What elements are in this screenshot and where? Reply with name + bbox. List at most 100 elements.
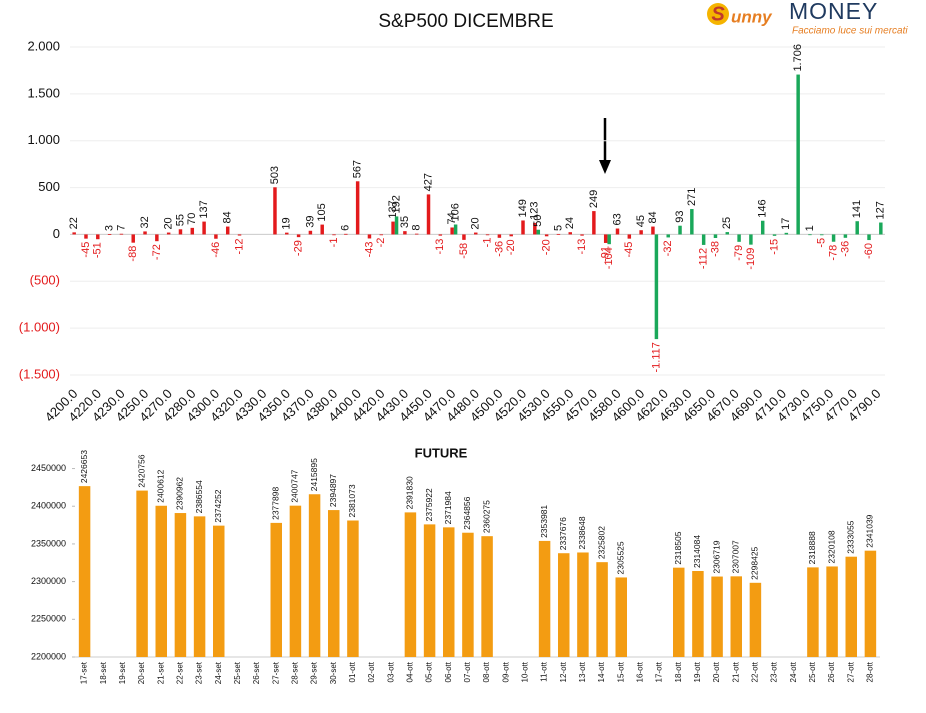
data-label: 2353981: [539, 505, 549, 538]
data-label: 427: [422, 173, 434, 191]
data-label: -45: [80, 242, 92, 258]
x-tick-label: 24-ott: [789, 661, 798, 682]
data-label: -36: [493, 241, 505, 257]
data-label: -38: [709, 241, 721, 257]
bar: [166, 232, 171, 235]
bar: [711, 576, 723, 657]
data-label: 19: [281, 217, 293, 229]
data-label: -109: [745, 248, 757, 270]
bar: [558, 553, 570, 657]
data-label: 2325802: [596, 526, 606, 559]
data-label: 8: [411, 225, 423, 231]
bar: [474, 232, 478, 235]
logo: S unny MONEY Facciamo luce sui mercati: [707, 0, 908, 37]
bar: [497, 234, 502, 238]
bar: [485, 234, 490, 236]
x-tick-label: 27-set: [271, 661, 280, 684]
data-label: 93: [674, 210, 686, 222]
x-tick-label: 02-ott: [367, 661, 376, 682]
x-tick-label: 23-ott: [770, 661, 779, 682]
data-label: -32: [662, 240, 674, 256]
data-label: 45: [635, 215, 647, 227]
data-label: -20: [505, 239, 517, 255]
y-tick-label: (1.000): [19, 320, 60, 335]
data-label: -5: [816, 238, 828, 248]
bar: [237, 234, 242, 236]
bar: [202, 221, 206, 235]
data-label: 2426653: [79, 450, 89, 483]
bar: [214, 234, 218, 239]
data-label: 39: [304, 216, 316, 228]
data-label: 137: [198, 200, 210, 218]
x-tick-label: 29-set: [310, 661, 319, 684]
bar: [730, 576, 742, 657]
data-label: 32: [139, 216, 151, 228]
x-tick-label: 24-set: [214, 661, 223, 684]
bar: [533, 222, 537, 235]
data-label: 24: [564, 217, 576, 229]
y-tick-label: 2400000: [31, 501, 66, 511]
bar: [666, 234, 670, 238]
x-tick-label: 11-ott: [540, 661, 549, 682]
x-tick-label: 25-set: [233, 661, 242, 684]
bar: [450, 227, 454, 235]
data-label: 6: [340, 225, 352, 231]
data-label: 84: [222, 211, 234, 223]
data-label: -29: [292, 240, 304, 256]
data-label: -1: [328, 238, 340, 248]
bar: [615, 228, 620, 235]
x-tick-label: 03-ott: [386, 661, 395, 682]
y-tick-label: 2200000: [31, 651, 66, 661]
data-label: 17: [780, 218, 792, 230]
bar: [178, 229, 183, 235]
data-label: 55: [174, 214, 186, 226]
y-tick-label: (500): [30, 273, 60, 288]
data-label: 2341039: [865, 514, 875, 547]
bar: [544, 234, 549, 237]
bar: [592, 211, 596, 235]
data-label: 1: [804, 225, 816, 231]
data-label: 50: [532, 214, 544, 226]
y-tick-label: 500: [38, 179, 60, 194]
data-label: 106: [450, 203, 462, 221]
data-label: -12: [233, 239, 245, 255]
data-label: -45: [623, 242, 635, 258]
bar: [296, 234, 301, 238]
bar: [270, 522, 282, 657]
data-label: 2375922: [424, 488, 434, 521]
bar: [521, 220, 525, 235]
bar: [556, 233, 561, 235]
x-tick-label: 21-ott: [731, 661, 740, 682]
data-label: -36: [839, 241, 851, 257]
data-label: 567: [352, 160, 364, 178]
data-label: 2394897: [328, 474, 338, 507]
bar: [225, 226, 230, 235]
bar: [119, 233, 124, 235]
x-tick-label: 28-set: [291, 661, 300, 684]
data-label: 123: [529, 202, 541, 220]
bar: [826, 566, 838, 657]
bar: [193, 516, 206, 657]
bar: [481, 536, 493, 657]
bar: [174, 513, 187, 657]
data-label: -112: [698, 248, 710, 269]
bar: [713, 234, 718, 238]
bar: [615, 577, 627, 657]
bar: [443, 527, 455, 657]
data-label: 2374252: [213, 489, 223, 522]
data-label: 2415895: [309, 458, 319, 491]
x-tick-label: 17-set: [80, 661, 89, 684]
data-label: 3: [104, 225, 116, 231]
chart-title: S&P500 DICEMBRE: [378, 11, 553, 32]
data-label: 2400747: [290, 469, 300, 502]
bar: [289, 505, 302, 657]
bar: [190, 227, 195, 235]
bar: [285, 232, 289, 235]
data-label: -43: [363, 241, 375, 257]
data-label: 2390962: [175, 477, 185, 510]
bar: [692, 570, 704, 657]
bar: [155, 234, 159, 242]
bar: [536, 229, 541, 235]
data-label: -78: [827, 245, 839, 261]
bar: [820, 234, 824, 236]
